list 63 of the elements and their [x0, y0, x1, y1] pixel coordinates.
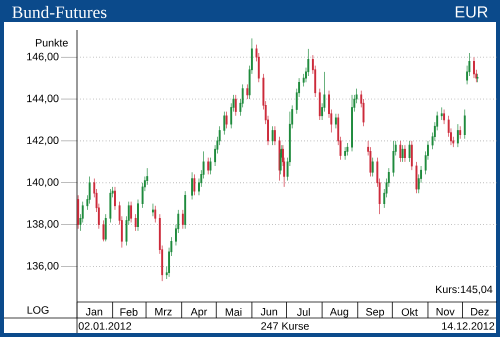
chart-subtitle: EUR [456, 6, 488, 18]
x-tick-label: Jul [297, 308, 310, 316]
y-tick-label: 136,00 [27, 262, 59, 271]
y-tick-label: 140,00 [27, 178, 59, 188]
x-tick-label: Mai [226, 308, 242, 316]
x-tick-label: Okt [402, 308, 418, 316]
candlestick [274, 126, 276, 146]
x-tick-label: Jan [86, 308, 102, 316]
candlestick [344, 146, 346, 160]
candlestick [246, 84, 248, 100]
candlestick [318, 88, 321, 120]
candlestick [226, 111, 228, 129]
candlestick [102, 220, 104, 242]
x-tick-label: Nov [436, 308, 455, 316]
candlestick [223, 111, 226, 135]
candlestick [473, 56, 475, 78]
x-tick-label: Aug [330, 308, 348, 318]
text: 14.12.2012 [442, 322, 494, 330]
y-tick-label: 142,00 [27, 136, 59, 146]
candlestick [415, 161, 418, 194]
candlestick [464, 109, 466, 140]
candlestick [456, 124, 459, 148]
candlestick [210, 157, 212, 175]
candlestick [193, 174, 196, 196]
candlestick [392, 140, 394, 177]
y-tick-label: 144,00 [27, 94, 59, 104]
x-tick-label: Mrz [155, 308, 172, 316]
candlestick [130, 201, 132, 223]
y-axis-title: Punkte [36, 38, 68, 47]
candlestick [272, 126, 274, 146]
x-tick-label: Apr [190, 308, 208, 318]
candlestick [182, 210, 184, 230]
text: 02.01.2012 [78, 322, 132, 330]
x-tick-label: Dez [471, 308, 489, 316]
candlestick [459, 126, 462, 140]
candlestick [404, 144, 406, 162]
candlestick [399, 140, 402, 162]
candlestick [109, 188, 112, 223]
x-tick-label: Feb [120, 308, 138, 316]
text: LOG [28, 306, 48, 314]
candlestick [443, 109, 446, 124]
y-tick-label: 146,00 [27, 52, 59, 62]
candlestick [351, 94, 353, 152]
candlestick [334, 113, 337, 129]
candlestick [408, 140, 411, 162]
candlestick [137, 199, 139, 232]
candlestick [134, 214, 137, 232]
candlestick [114, 186, 116, 210]
annotation: Kurs:145,04 [436, 286, 492, 294]
chart-title: Bund-Futures [12, 6, 106, 18]
candlestick [234, 94, 237, 116]
candlestick [184, 190, 186, 230]
y-tick-label: 138,00 [27, 220, 59, 229]
text: 247 Kurse [261, 322, 309, 330]
candlestick [207, 157, 210, 175]
x-tick-label: Jun [260, 308, 278, 316]
candlestick [152, 203, 154, 217]
candlestick [191, 172, 194, 200]
x-tick-label: Sep [366, 308, 384, 318]
candlestick [402, 144, 404, 162]
candlestick [346, 142, 348, 156]
candlestick [410, 140, 413, 171]
candlestick [77, 194, 80, 230]
